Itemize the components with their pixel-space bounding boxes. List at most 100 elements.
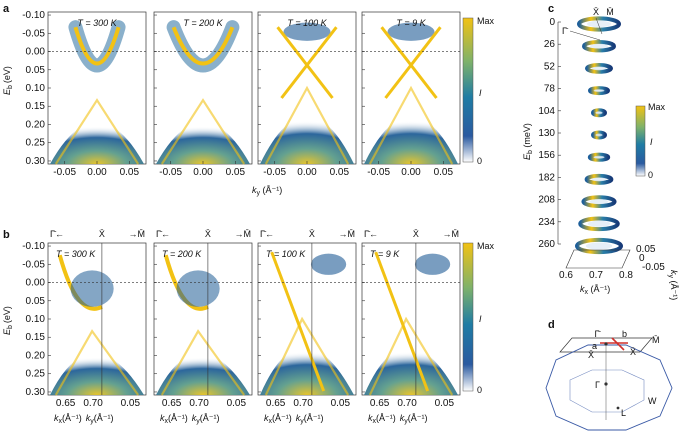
constant-energy-contour	[587, 152, 611, 162]
panel-b-gamma-direction: Γ̄←	[364, 229, 378, 239]
band-fill	[176, 270, 220, 307]
panel-d-b-label: b	[622, 329, 627, 339]
panel-c-x-point: X̄	[593, 7, 599, 17]
panel-d-x-bar-label: X̄	[630, 347, 636, 357]
panel-b-gamma-direction: Γ̄←	[260, 229, 274, 239]
panel-c-kx-label: kx (Å⁻¹)	[580, 284, 610, 296]
contour-fill	[589, 199, 609, 205]
panel-b-x-point: X̄	[205, 229, 211, 239]
contour-fill	[591, 177, 607, 182]
valence-edge	[54, 329, 140, 396]
constant-energy-contour	[578, 216, 620, 232]
panel-c-y-tick-label: 26	[544, 39, 556, 50]
panel-b-temperature-label: T = 200 K	[162, 249, 202, 259]
panel-a-ylabel: Eb(eV)	[2, 66, 14, 95]
panel-label-b: b	[3, 229, 10, 241]
panel-b-colorbar	[462, 242, 474, 392]
panel-b-colorbar-min: 0	[477, 385, 482, 395]
panel-a-x-tick-label: -0.05	[53, 167, 76, 178]
panel-b-m-direction: →M̄	[235, 229, 252, 239]
panel-a-temperature-label: T = 9 K	[396, 18, 426, 28]
panel-c-y-tick-label: 78	[544, 84, 556, 95]
dirac-branch	[380, 26, 438, 99]
constant-energy-contour	[581, 195, 617, 208]
panel-b-kx-tick-label: 0.65	[56, 398, 76, 409]
panel-a-x-tick-label: -0.05	[159, 167, 182, 178]
panel-c-kx-tick-label: 0.8	[619, 270, 633, 281]
y-tick-label: 0.15	[26, 332, 46, 343]
panel-b-x-axis-label: kx(Å⁻¹) ky(Å⁻¹)	[160, 413, 220, 425]
panel-b-colorbar-label: I	[479, 314, 482, 324]
y-tick-label: 0.25	[26, 138, 46, 149]
panel-b: -0.10 -0.05 0.00 0.05 0.10 0.15 0.20 0.25 0.30 T …	[22, 229, 461, 425]
panel-c: 0 26 52 78 104 130 156 182 208 234 260 X̄ M̄ Γ̄ 0.6 0.7…	[538, 7, 679, 300]
x-pointer	[595, 17, 603, 35]
y-tick-label: 0.00	[26, 278, 46, 289]
panel-b-ky-tick-label: 0.05	[435, 398, 455, 409]
contour-fill	[595, 111, 603, 115]
constant-energy-contour	[584, 173, 614, 185]
valence-edge	[160, 329, 246, 396]
panel-c-colorbar	[635, 105, 646, 177]
panel-c-y-tick-label: 234	[538, 217, 555, 228]
dirac-branch	[276, 26, 334, 99]
valence-edge	[160, 98, 246, 165]
panel-b-ylabel: Eb(eV)	[2, 306, 14, 335]
panel-b-temperature-label: T = 9 K	[370, 249, 400, 259]
panel-a-temperature-label: T = 100 K	[287, 18, 327, 28]
panel-c-ky-tick-label: 0	[639, 253, 645, 264]
dirac-branch	[384, 26, 442, 99]
valence-band	[364, 116, 458, 164]
gamma-point	[604, 382, 608, 386]
valence-band	[50, 122, 144, 164]
constant-energy-contour	[575, 237, 623, 255]
valence-edge	[368, 85, 454, 165]
inner-facets	[569, 369, 645, 413]
panel-b-kx-tick-label: 0.65	[266, 398, 286, 409]
panel-d: Γ̄ baX̄X̄M̄ΓWL	[545, 329, 673, 431]
panel-b-kx-tick-label: 0.70	[293, 398, 313, 409]
panel-c-y-tick-label: 156	[538, 150, 555, 161]
y-tick-label: 0.20	[26, 350, 46, 361]
band-top	[310, 253, 347, 275]
contour-fill	[585, 242, 613, 250]
panel-b-m-direction: →M̄	[443, 229, 460, 239]
panel-b-colorbar-max: Max	[477, 241, 495, 251]
panel-d-a-label: a	[592, 341, 597, 351]
panel-a-x-tick-label: 0.00	[87, 167, 107, 178]
panel-b-temperature-label: T = 100 K	[266, 249, 306, 259]
panel-b-kx-tick-label: 0.65	[370, 398, 390, 409]
panel-c-gamma-point: Γ̄	[562, 26, 569, 36]
panel-d-m-bar-label: M̄	[652, 335, 660, 345]
band-top	[387, 22, 435, 41]
valence-edge	[264, 316, 350, 396]
panel-c-ky-tick-label: 0.05	[636, 244, 656, 255]
y-tick-label: 0.00	[26, 47, 46, 58]
panel-a-x-tick-label: -0.05	[263, 167, 286, 178]
y-tick-label: 0.05	[26, 65, 46, 76]
band-top	[414, 253, 451, 275]
panel-b-m-direction: →M̄	[129, 229, 146, 239]
panel-b-temperature-label: T = 300 K	[56, 249, 96, 259]
panel-c-ky-tick-label: -0.05	[642, 262, 665, 273]
constant-energy-contour	[577, 16, 621, 32]
valence-edge	[264, 85, 350, 165]
l-point	[616, 406, 620, 410]
y-tick-label: 0.25	[26, 369, 46, 380]
panel-b-gamma-direction: Γ̄←	[156, 229, 170, 239]
y-tick-label: 0.15	[26, 101, 46, 112]
panel-a-x-tick-label: 0.00	[193, 167, 213, 178]
panel-c-ky-label: ky (Å⁻¹)	[667, 270, 679, 300]
valence-band	[260, 116, 354, 164]
y-tick-label: 0.30	[26, 387, 46, 398]
contour-fill	[593, 89, 605, 93]
panel-b-x-point: X̄	[99, 229, 105, 239]
conduction-band	[171, 26, 235, 66]
panel-c-colorbar-label: I	[650, 137, 653, 147]
dirac-branch	[270, 251, 326, 392]
panel-label-c: c	[548, 3, 554, 15]
panel-c-colorbar-min: 0	[648, 170, 653, 180]
bulk-brillouin-zone	[545, 344, 673, 431]
panel-c-y-tick-label: 208	[538, 195, 555, 206]
